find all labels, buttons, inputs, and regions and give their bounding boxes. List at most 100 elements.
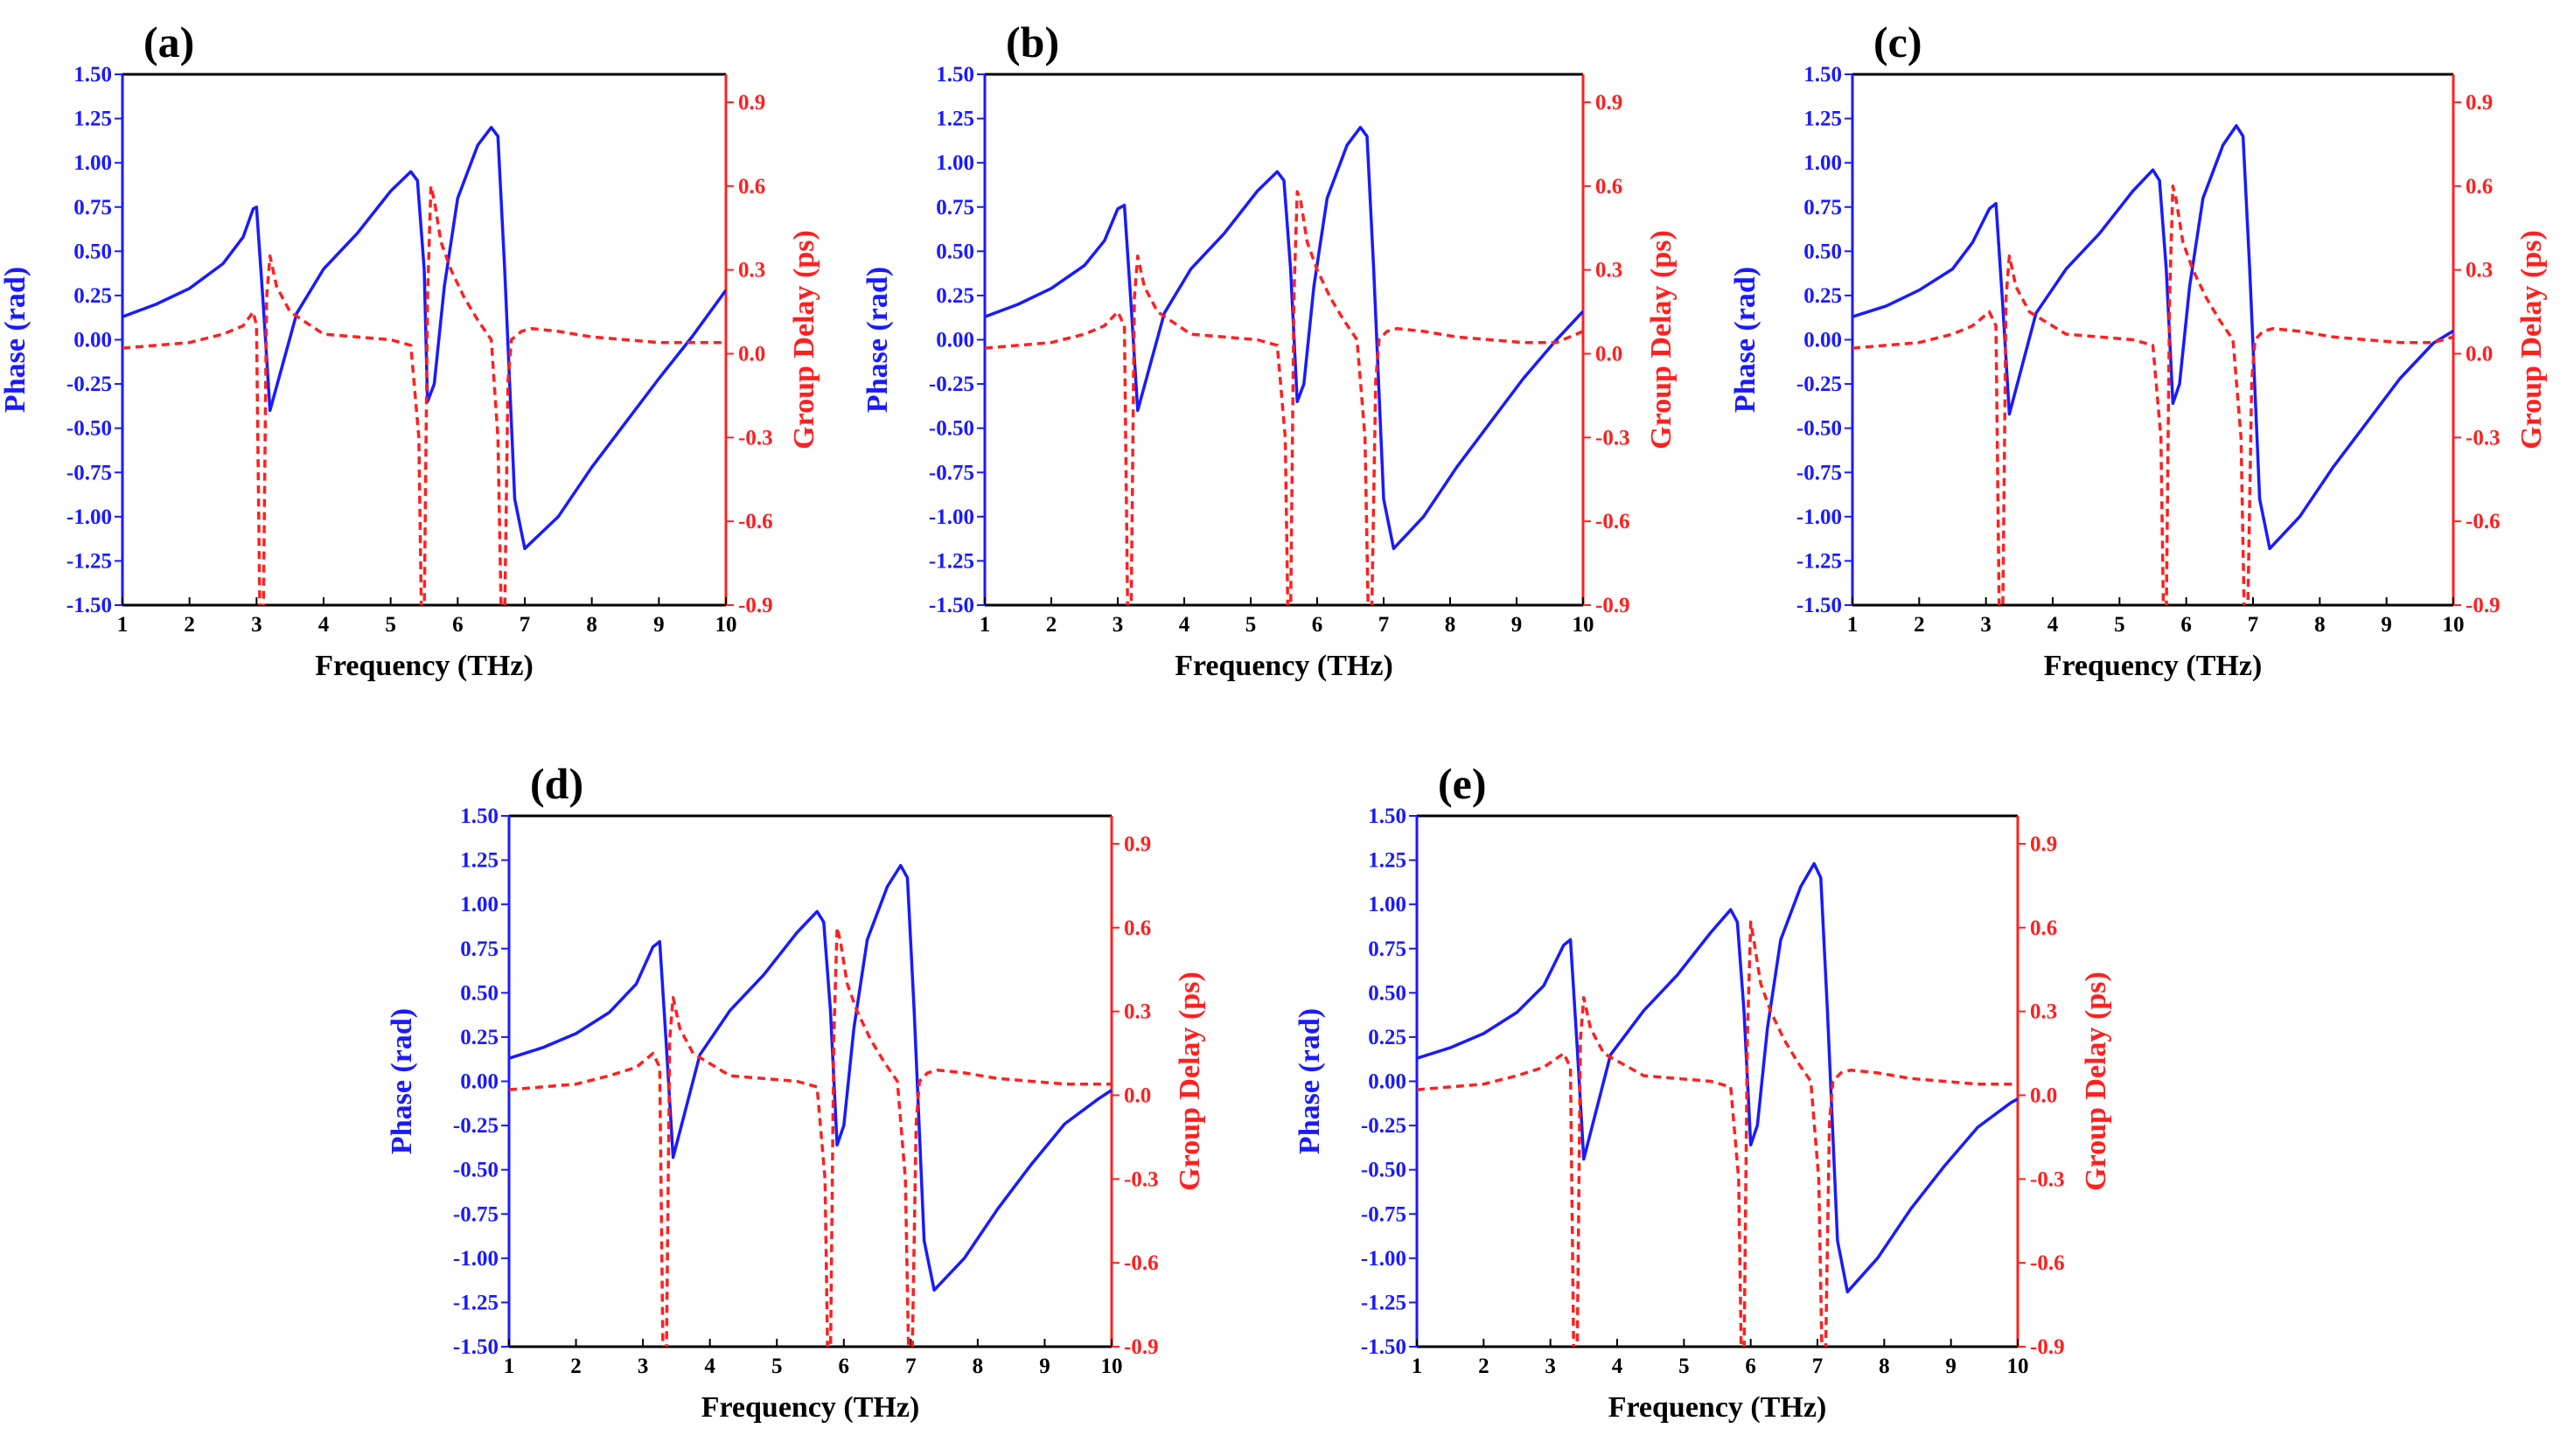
left-tick-label: -0.50 bbox=[1361, 1159, 1406, 1182]
panel-label: (b) bbox=[1006, 17, 1059, 66]
left-tick-label: -1.00 bbox=[453, 1247, 499, 1271]
group-delay-series-line bbox=[985, 190, 1583, 605]
panel-label: (a) bbox=[143, 17, 194, 66]
x-tick-label: 4 bbox=[1179, 613, 1190, 637]
right-tick-label: 0.6 bbox=[2466, 175, 2493, 199]
x-tick-label: 7 bbox=[1378, 613, 1390, 637]
left-tick-label: 1.25 bbox=[1803, 108, 1842, 131]
left-tick-label: 0.50 bbox=[73, 240, 112, 263]
panel-label: (d) bbox=[530, 759, 583, 808]
left-tick-label: -1.00 bbox=[929, 505, 974, 529]
x-tick-label: 2 bbox=[1478, 1355, 1489, 1378]
right-tick-label: 0.6 bbox=[1124, 916, 1151, 940]
x-tick-label: 10 bbox=[715, 613, 737, 637]
x-tick-label: 2 bbox=[1914, 613, 1925, 637]
right-tick-label: 0.3 bbox=[738, 259, 765, 282]
right-tick-label: 0.6 bbox=[1595, 175, 1622, 199]
left-tick-label: 0.00 bbox=[460, 1070, 499, 1094]
right-tick-label: 0.0 bbox=[1124, 1083, 1151, 1107]
left-tick-label: -0.50 bbox=[1796, 417, 1842, 441]
x-tick-label: 10 bbox=[1101, 1355, 1123, 1378]
left-tick-label: 1.00 bbox=[460, 893, 499, 916]
x-tick-label: 8 bbox=[2314, 613, 2326, 637]
phase-series-line bbox=[985, 125, 1583, 551]
left-tick-label: 1.25 bbox=[460, 849, 499, 873]
left-tick-label: 1.25 bbox=[936, 108, 974, 131]
phase-series-line bbox=[1417, 861, 2018, 1294]
chart-panel-c: (c) 1 2 3 4 5 6 7 8 9 10 -1.50 -1.25 -1.00 -0.75 -0.50 -… bbox=[1729, 17, 2548, 682]
left-axis-title: Phase (rad) bbox=[1729, 267, 1761, 413]
x-tick-label: 4 bbox=[2047, 613, 2059, 637]
left-tick-label: 1.50 bbox=[936, 63, 974, 87]
x-tick-label: 1 bbox=[117, 613, 129, 637]
x-axis-title: Frequency (THz) bbox=[1608, 1391, 1827, 1424]
right-tick-label: 0.0 bbox=[2030, 1083, 2057, 1107]
group-delay-series-line bbox=[509, 926, 1112, 1347]
left-axis-title: Phase (rad) bbox=[1294, 1008, 1326, 1154]
left-tick-label: -1.50 bbox=[1796, 594, 1842, 617]
right-tick-label: 0.0 bbox=[738, 342, 765, 366]
right-tick-label: -0.3 bbox=[1124, 1167, 1159, 1191]
x-tick-label: 1 bbox=[980, 613, 991, 637]
left-tick-label: 1.00 bbox=[73, 151, 112, 175]
left-tick-label: -0.25 bbox=[453, 1114, 499, 1138]
x-tick-label: 5 bbox=[2114, 613, 2125, 637]
x-tick-label: 4 bbox=[704, 1355, 715, 1378]
left-tick-label: 1.00 bbox=[936, 151, 974, 175]
left-tick-label: 1.00 bbox=[1803, 151, 1842, 175]
right-tick-label: -0.3 bbox=[738, 426, 773, 449]
right-tick-label: 0.3 bbox=[1124, 1000, 1151, 1024]
right-tick-label: 0.6 bbox=[2030, 916, 2057, 940]
x-tick-label: 8 bbox=[1445, 613, 1456, 637]
x-tick-label: 6 bbox=[1745, 1355, 1756, 1378]
phase-series-line bbox=[1852, 123, 2453, 551]
left-tick-label: -0.25 bbox=[66, 373, 112, 396]
right-tick-label: -0.3 bbox=[2030, 1167, 2065, 1191]
right-tick-label: 0.3 bbox=[1595, 259, 1622, 282]
right-tick-label: -0.3 bbox=[1595, 426, 1630, 449]
right-axis-title: Group Delay (ps) bbox=[2080, 972, 2112, 1191]
right-tick-label: 0.9 bbox=[2030, 832, 2057, 856]
x-tick-label: 10 bbox=[2443, 613, 2465, 637]
left-tick-label: -1.00 bbox=[1796, 505, 1842, 529]
left-tick-label: -1.25 bbox=[66, 549, 112, 573]
left-tick-label: 0.75 bbox=[1368, 937, 1406, 961]
left-axis-title: Phase (rad) bbox=[861, 267, 894, 413]
x-axis-title: Frequency (THz) bbox=[701, 1391, 920, 1424]
phase-series-line bbox=[122, 125, 726, 551]
chart-panel-e: (e) 1 2 3 4 5 6 7 8 9 10 -1.50 -1.25 -1.00 -0.75 -0.50 -… bbox=[1294, 759, 2112, 1424]
x-tick-label: 9 bbox=[2381, 613, 2392, 637]
right-tick-label: -0.6 bbox=[1124, 1251, 1159, 1275]
right-tick-label: 0.9 bbox=[1124, 832, 1151, 856]
left-tick-label: 0.00 bbox=[936, 329, 974, 352]
x-tick-label: 1 bbox=[504, 1355, 515, 1378]
left-tick-label: -0.75 bbox=[1361, 1202, 1406, 1226]
left-tick-label: 0.75 bbox=[73, 196, 112, 219]
right-axis-title: Group Delay (ps) bbox=[788, 230, 820, 449]
left-tick-label: 1.50 bbox=[1368, 805, 1406, 828]
right-tick-label: 0.6 bbox=[738, 175, 765, 199]
left-tick-label: -0.50 bbox=[66, 417, 112, 441]
left-tick-label: -0.25 bbox=[1361, 1114, 1406, 1138]
x-tick-label: 9 bbox=[1511, 613, 1523, 637]
right-axis-title: Group Delay (ps) bbox=[1174, 972, 1206, 1191]
x-tick-label: 3 bbox=[251, 613, 262, 637]
right-axis-title: Group Delay (ps) bbox=[2515, 230, 2548, 449]
group-delay-series-line bbox=[1417, 920, 2018, 1347]
left-axis-title: Phase (rad) bbox=[386, 1008, 418, 1154]
x-tick-label: 6 bbox=[2180, 613, 2192, 637]
panel-label: (c) bbox=[1873, 17, 1922, 66]
x-tick-label: 10 bbox=[2007, 1355, 2029, 1378]
x-tick-label: 1 bbox=[1847, 613, 1859, 637]
left-tick-label: 1.50 bbox=[460, 805, 499, 828]
left-tick-label: 0.00 bbox=[1368, 1070, 1406, 1094]
left-tick-label: -0.75 bbox=[66, 461, 112, 484]
x-tick-label: 9 bbox=[1945, 1355, 1957, 1378]
x-tick-label: 6 bbox=[452, 613, 464, 637]
left-tick-label: 0.75 bbox=[936, 196, 974, 219]
left-tick-label: 1.00 bbox=[1368, 893, 1406, 916]
right-tick-label: 0.0 bbox=[2466, 342, 2493, 366]
x-tick-label: 8 bbox=[1879, 1355, 1890, 1378]
left-tick-label: 0.00 bbox=[73, 329, 112, 352]
